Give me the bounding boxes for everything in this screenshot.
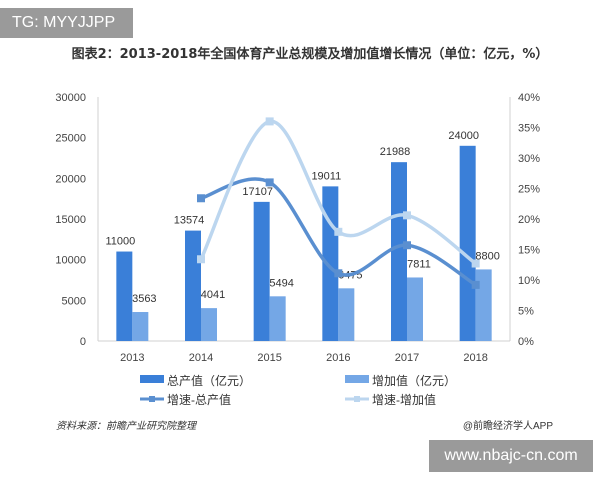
line-marker xyxy=(197,194,205,203)
legend-swatch xyxy=(140,375,164,383)
y-tick-label: 25000 xyxy=(55,133,86,145)
x-tick-label: 2016 xyxy=(326,352,350,364)
data-label: 7811 xyxy=(407,258,431,270)
y-tick-label: 30000 xyxy=(55,92,86,104)
line-marker xyxy=(403,211,411,220)
x-tick-label: 2015 xyxy=(257,352,281,364)
bar-total xyxy=(253,201,270,341)
bar-added xyxy=(407,277,423,341)
bar-added xyxy=(132,312,149,341)
legend-swatch xyxy=(345,375,369,383)
x-tick-label: 2014 xyxy=(189,352,213,364)
bar-added xyxy=(201,308,217,341)
data-label: 24000 xyxy=(448,130,479,142)
data-label: 8800 xyxy=(475,250,499,262)
y2-tick-label: 25% xyxy=(518,184,540,196)
site-badge: www.nbajc-cn.com xyxy=(429,440,593,472)
y2-tick-label: 0% xyxy=(518,336,534,348)
line-marker xyxy=(265,178,274,187)
y2-tick-label: 20% xyxy=(518,214,540,226)
x-tick-label: 2013 xyxy=(120,352,144,364)
data-label: 4041 xyxy=(201,289,225,301)
legend-marker xyxy=(149,396,155,402)
y2-tick-label: 10% xyxy=(518,275,540,287)
bar-added xyxy=(269,296,286,341)
y2-tick-label: 5% xyxy=(518,306,534,318)
y-tick-label: 20000 xyxy=(55,173,86,185)
data-label: 21988 xyxy=(380,146,411,158)
legend-marker xyxy=(354,396,360,402)
y-tick-label: 5000 xyxy=(62,295,86,307)
legend-label: 总产值（亿元） xyxy=(167,373,251,388)
bar-total xyxy=(116,251,133,341)
data-label: 5494 xyxy=(269,277,293,289)
line-marker xyxy=(471,280,480,289)
bar-total xyxy=(391,162,407,341)
y2-tick-label: 30% xyxy=(518,153,540,165)
line-marker xyxy=(334,227,343,236)
line-marker xyxy=(197,255,205,264)
x-tick-label: 2018 xyxy=(463,352,487,364)
data-label: 11000 xyxy=(105,236,135,248)
chart-title: 图表2：2013-2018年全国体育产业总规模及增加值增长情况（单位：亿元，%） xyxy=(71,47,549,62)
x-tick-label: 2017 xyxy=(395,352,419,364)
bar-added xyxy=(338,288,355,341)
bar-total xyxy=(185,230,201,341)
line-marker xyxy=(403,241,411,250)
data-label: 19011 xyxy=(311,170,341,182)
y2-tick-label: 40% xyxy=(518,92,540,104)
bar-total xyxy=(322,186,339,341)
y-tick-label: 15000 xyxy=(55,214,86,226)
line-marker xyxy=(265,117,274,126)
legend-label: 增速-总产值 xyxy=(167,392,231,407)
line-marker xyxy=(471,259,480,268)
y2-tick-label: 15% xyxy=(518,245,540,257)
bar-total xyxy=(459,145,476,341)
source-note: 资料来源：前瞻产业研究院整理 xyxy=(56,420,198,432)
credit: @前瞻经济学人APP xyxy=(463,419,553,432)
line-growth-added xyxy=(199,119,477,265)
overlay-tag: TG: MYYJJPP xyxy=(0,8,133,38)
y-tick-label: 0 xyxy=(80,336,86,348)
data-label: 17107 xyxy=(242,186,273,198)
line-marker xyxy=(334,269,343,278)
data-label: 3563 xyxy=(132,293,156,305)
data-label: 13574 xyxy=(174,215,205,227)
y2-tick-label: 35% xyxy=(518,123,540,135)
legend-label: 增加值（亿元） xyxy=(372,373,456,388)
bar-added xyxy=(475,269,492,341)
legend-label: 增速-增加值 xyxy=(372,392,436,407)
y-tick-label: 10000 xyxy=(55,255,86,267)
